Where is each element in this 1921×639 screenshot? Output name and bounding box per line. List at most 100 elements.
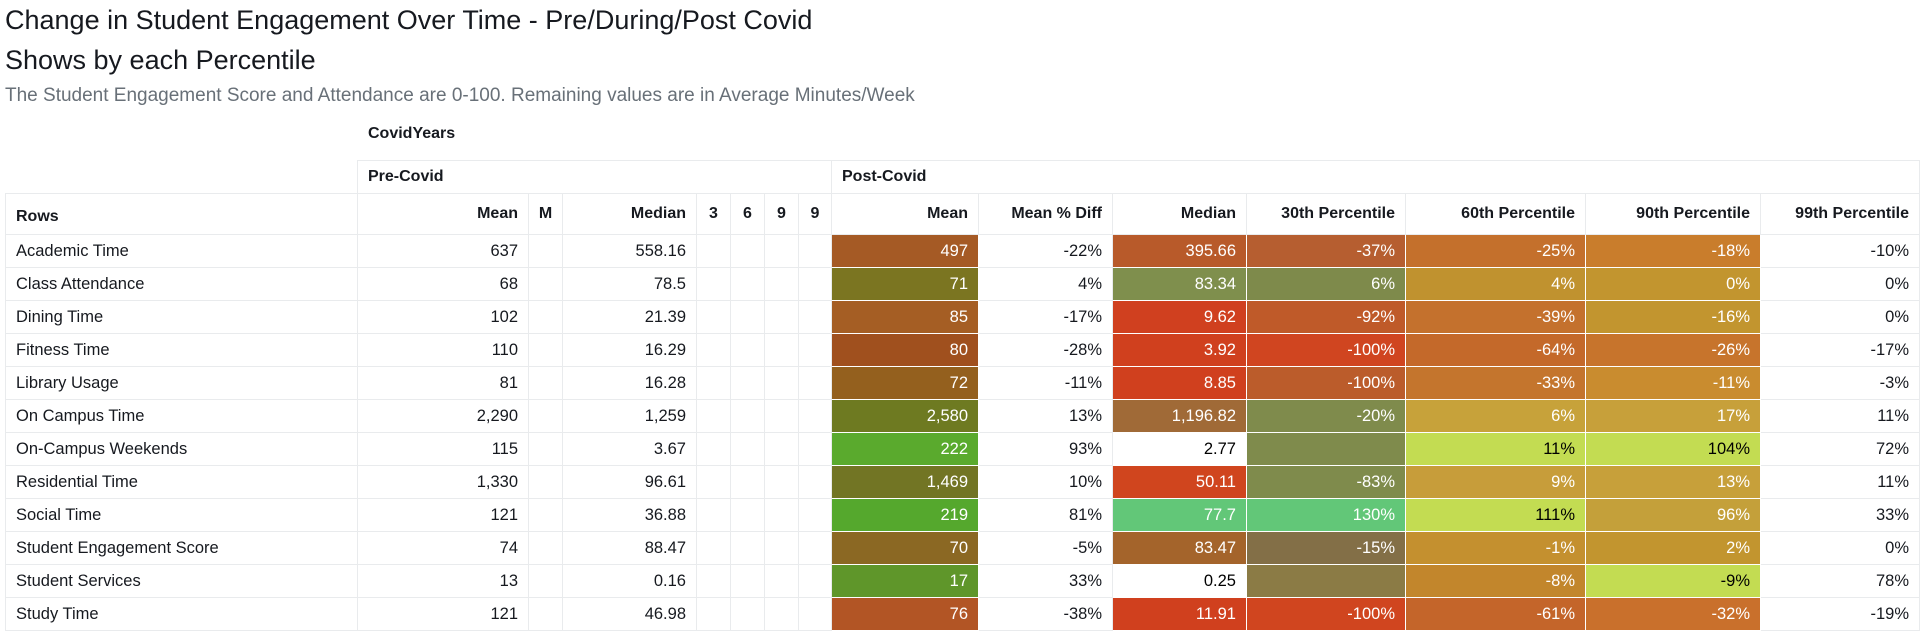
row-label[interactable]: On-Campus Weekends — [5, 432, 358, 466]
cell-pre-covid-2: 16.29 — [562, 333, 697, 367]
corner-cell — [5, 160, 358, 194]
cell-post-covid-5: -16% — [1585, 300, 1761, 334]
column-header-post-covid-4[interactable]: 60th Percentile — [1405, 193, 1586, 235]
column-header-post-covid-1[interactable]: Mean % Diff — [978, 193, 1113, 235]
cell-pre-covid-2: 1,259 — [562, 399, 697, 433]
cell-post-covid-0: 70 — [831, 531, 979, 565]
cell-post-covid-4: 4% — [1405, 267, 1586, 301]
cell-pre-covid-5 — [764, 465, 799, 499]
cell-pre-covid-4 — [730, 432, 765, 466]
row-label[interactable]: Class Attendance — [5, 267, 358, 301]
cell-pre-covid-4 — [730, 300, 765, 334]
row-label[interactable]: Social Time — [5, 498, 358, 532]
cell-pre-covid-2: 16.28 — [562, 366, 697, 400]
table-row: Fitness Time 110 16.29 80 -28% 3.92 -100% -64% -… — [5, 333, 1920, 367]
cell-pre-covid-1 — [528, 300, 563, 334]
cell-pre-covid-4 — [730, 234, 765, 268]
column-header-pre-covid-1[interactable]: M — [528, 193, 563, 235]
row-label[interactable]: Academic Time — [5, 234, 358, 268]
cell-post-covid-4: -61% — [1405, 597, 1586, 631]
column-header-post-covid-5[interactable]: 90th Percentile — [1585, 193, 1761, 235]
cell-pre-covid-3 — [696, 399, 731, 433]
cell-post-covid-2: 11.91 — [1112, 597, 1247, 631]
cell-pre-covid-1 — [528, 564, 563, 598]
row-label[interactable]: Study Time — [5, 597, 358, 631]
cell-post-covid-0: 85 — [831, 300, 979, 334]
cell-pre-covid-6 — [798, 465, 832, 499]
cell-post-covid-3: -83% — [1246, 465, 1406, 499]
cell-pre-covid-3 — [696, 432, 731, 466]
cell-pre-covid-1 — [528, 333, 563, 367]
cell-post-covid-2: 83.34 — [1112, 267, 1247, 301]
cell-post-covid-1: -28% — [978, 333, 1113, 367]
row-label[interactable]: Library Usage — [5, 366, 358, 400]
column-header-post-covid-2[interactable]: Median — [1112, 193, 1247, 235]
column-header-pre-covid-6[interactable]: 9 — [798, 193, 832, 235]
pivot-table: Pre-Covid Post-Covid Rows Mean M Median 3 6 9… — [5, 160, 1920, 631]
cell-post-covid-3 — [1246, 432, 1406, 466]
cell-post-covid-4: -25% — [1405, 234, 1586, 268]
cell-pre-covid-3 — [696, 300, 731, 334]
cell-pre-covid-3 — [696, 465, 731, 499]
cell-post-covid-5: -32% — [1585, 597, 1761, 631]
column-header-pre-covid-4[interactable]: 6 — [730, 193, 765, 235]
cell-pre-covid-0: 115 — [357, 432, 529, 466]
cell-pre-covid-2: 88.47 — [562, 531, 697, 565]
cell-post-covid-0: 2,580 — [831, 399, 979, 433]
column-header-pre-covid-2[interactable]: Median — [562, 193, 697, 235]
cell-post-covid-4: -33% — [1405, 366, 1586, 400]
cell-post-covid-6: 0% — [1760, 267, 1920, 301]
row-label[interactable]: Student Engagement Score — [5, 531, 358, 565]
cell-pre-covid-3 — [696, 366, 731, 400]
cell-post-covid-0: 17 — [831, 564, 979, 598]
group-header-pre-covid[interactable]: Pre-Covid — [357, 160, 832, 194]
cell-post-covid-6: -10% — [1760, 234, 1920, 268]
row-label[interactable]: Residential Time — [5, 465, 358, 499]
cell-pre-covid-0: 81 — [357, 366, 529, 400]
cell-pre-covid-3 — [696, 267, 731, 301]
table-row: Social Time 121 36.88 219 81% 77.7 130% 111% 96%… — [5, 498, 1920, 532]
row-label[interactable]: Fitness Time — [5, 333, 358, 367]
cell-pre-covid-1 — [528, 498, 563, 532]
cell-post-covid-6: 72% — [1760, 432, 1920, 466]
cell-pre-covid-3 — [696, 531, 731, 565]
cell-pre-covid-5 — [764, 300, 799, 334]
cell-pre-covid-6 — [798, 597, 832, 631]
cell-pre-covid-5 — [764, 333, 799, 367]
group-header-post-covid[interactable]: Post-Covid — [831, 160, 1920, 194]
column-header-post-covid-6[interactable]: 99th Percentile — [1760, 193, 1920, 235]
row-label[interactable]: Student Services — [5, 564, 358, 598]
cell-pre-covid-4 — [730, 597, 765, 631]
cell-post-covid-2: 2.77 — [1112, 432, 1247, 466]
cell-post-covid-0: 76 — [831, 597, 979, 631]
cell-pre-covid-5 — [764, 564, 799, 598]
chart-description: The Student Engagement Score and Attenda… — [5, 85, 915, 106]
cell-post-covid-3: -37% — [1246, 234, 1406, 268]
row-label[interactable]: On Campus Time — [5, 399, 358, 433]
row-label[interactable]: Dining Time — [5, 300, 358, 334]
cell-post-covid-2: 77.7 — [1112, 498, 1247, 532]
cell-pre-covid-1 — [528, 465, 563, 499]
cell-pre-covid-5 — [764, 234, 799, 268]
cell-post-covid-2: 395.66 — [1112, 234, 1247, 268]
column-header-pre-covid-5[interactable]: 9 — [764, 193, 799, 235]
cell-post-covid-2: 3.92 — [1112, 333, 1247, 367]
cell-post-covid-0: 497 — [831, 234, 979, 268]
table-row: On Campus Time 2,290 1,259 2,580 13% 1,196.82… — [5, 399, 1920, 433]
column-header-post-covid-0[interactable]: Mean — [831, 193, 979, 235]
cell-post-covid-4: 11% — [1405, 432, 1586, 466]
column-header-post-covid-3[interactable]: 30th Percentile — [1246, 193, 1406, 235]
cell-post-covid-2: 0.25 — [1112, 564, 1247, 598]
cell-pre-covid-3 — [696, 564, 731, 598]
cell-pre-covid-1 — [528, 267, 563, 301]
column-header-pre-covid-0[interactable]: Mean — [357, 193, 529, 235]
cell-post-covid-3 — [1246, 564, 1406, 598]
cell-post-covid-0: 219 — [831, 498, 979, 532]
column-field-label: CovidYears — [368, 125, 456, 142]
cell-pre-covid-3 — [696, 333, 731, 367]
table-row: Study Time 121 46.98 76 -38% 11.91 -100% -61% -3… — [5, 597, 1920, 631]
cell-pre-covid-2: 46.98 — [562, 597, 697, 631]
cell-post-covid-2: 50.11 — [1112, 465, 1247, 499]
cell-pre-covid-4 — [730, 333, 765, 367]
column-header-pre-covid-3[interactable]: 3 — [696, 193, 731, 235]
